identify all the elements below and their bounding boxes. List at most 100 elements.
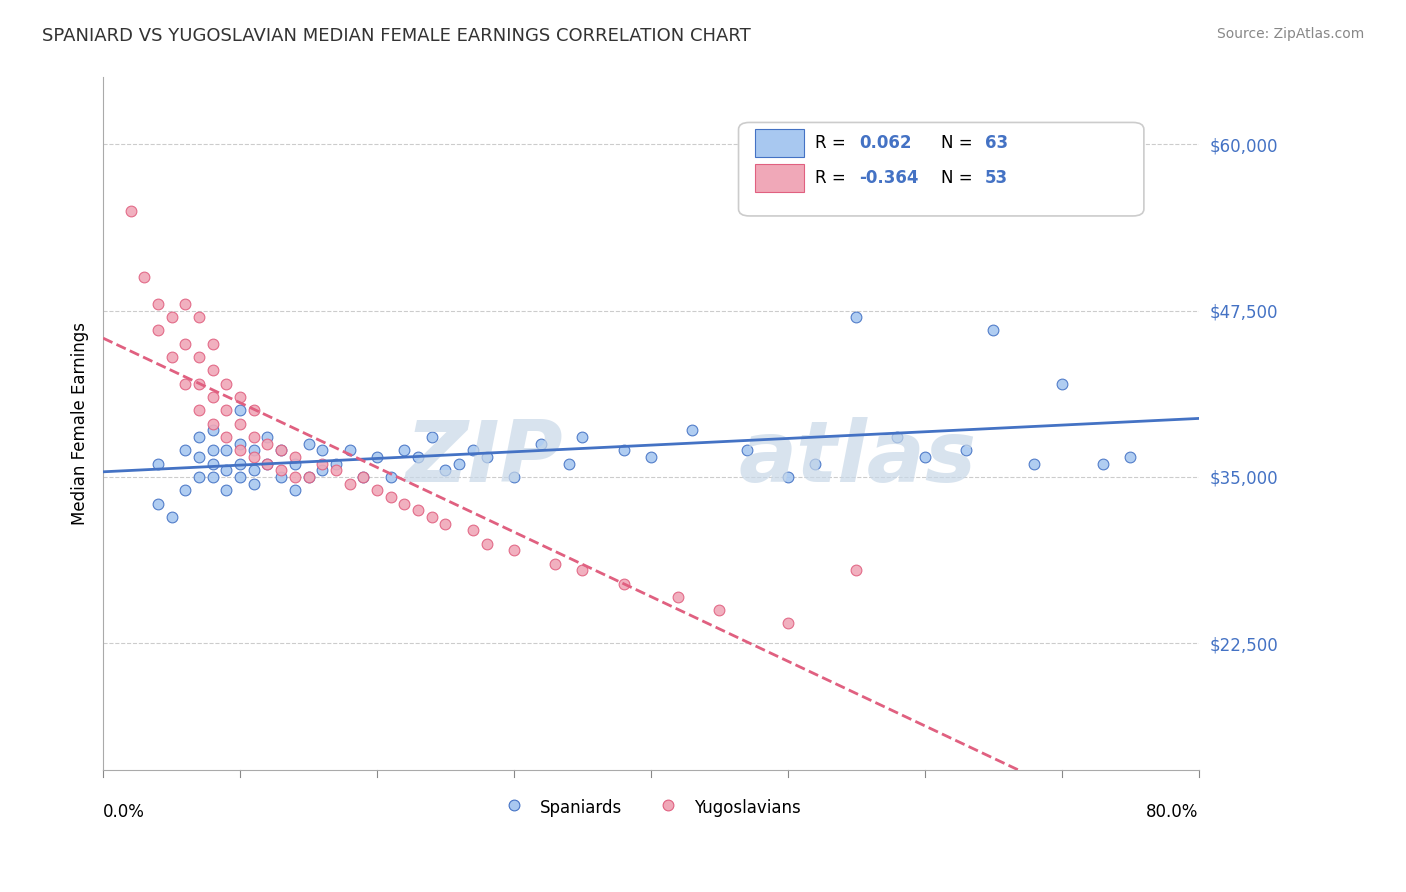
- Point: [475, 450, 498, 464]
- Point: [242, 403, 264, 417]
- Point: [394, 497, 416, 511]
- Point: [1119, 450, 1142, 464]
- Point: [612, 443, 634, 458]
- Point: [325, 457, 347, 471]
- FancyBboxPatch shape: [755, 164, 804, 192]
- Point: [394, 443, 416, 458]
- Point: [188, 450, 211, 464]
- Point: [160, 310, 183, 325]
- Point: [174, 376, 197, 391]
- FancyBboxPatch shape: [755, 129, 804, 157]
- Point: [188, 430, 211, 444]
- Point: [434, 463, 457, 477]
- Point: [174, 336, 197, 351]
- Point: [270, 443, 292, 458]
- Point: [284, 483, 307, 498]
- Point: [146, 457, 169, 471]
- Text: Source: ZipAtlas.com: Source: ZipAtlas.com: [1216, 27, 1364, 41]
- Point: [201, 443, 224, 458]
- Point: [270, 470, 292, 484]
- Point: [380, 490, 402, 504]
- Point: [160, 510, 183, 524]
- Point: [174, 443, 197, 458]
- Point: [325, 463, 347, 477]
- Point: [160, 350, 183, 364]
- Point: [845, 310, 868, 325]
- Point: [201, 470, 224, 484]
- Y-axis label: Median Female Earnings: Median Female Earnings: [72, 322, 89, 525]
- Point: [229, 470, 252, 484]
- Point: [229, 417, 252, 431]
- Point: [886, 430, 908, 444]
- Point: [146, 297, 169, 311]
- Point: [242, 430, 264, 444]
- Point: [434, 516, 457, 531]
- Point: [215, 483, 238, 498]
- Point: [284, 450, 307, 464]
- Point: [406, 503, 429, 517]
- Point: [571, 430, 593, 444]
- Text: N =: N =: [941, 169, 979, 186]
- Point: [420, 430, 443, 444]
- Point: [215, 443, 238, 458]
- Point: [201, 423, 224, 437]
- Text: 0.0%: 0.0%: [103, 804, 145, 822]
- Point: [242, 463, 264, 477]
- Point: [134, 270, 156, 285]
- Point: [380, 470, 402, 484]
- Point: [256, 436, 278, 450]
- Point: [229, 443, 252, 458]
- Point: [475, 536, 498, 550]
- Point: [571, 563, 593, 577]
- Point: [215, 403, 238, 417]
- Point: [804, 457, 827, 471]
- Point: [544, 557, 567, 571]
- Point: [297, 436, 319, 450]
- Text: 63: 63: [986, 134, 1008, 153]
- Point: [270, 443, 292, 458]
- Point: [612, 576, 634, 591]
- Point: [188, 376, 211, 391]
- Point: [558, 457, 581, 471]
- Point: [270, 463, 292, 477]
- Text: -0.364: -0.364: [859, 169, 918, 186]
- Point: [256, 457, 278, 471]
- Point: [461, 523, 484, 537]
- Point: [229, 436, 252, 450]
- Point: [229, 390, 252, 404]
- Text: ZIP: ZIP: [405, 417, 564, 500]
- Point: [503, 543, 526, 558]
- Point: [229, 403, 252, 417]
- Point: [215, 376, 238, 391]
- Point: [229, 457, 252, 471]
- Point: [201, 417, 224, 431]
- Point: [146, 497, 169, 511]
- Point: [201, 390, 224, 404]
- Point: [201, 336, 224, 351]
- Point: [311, 457, 333, 471]
- Point: [845, 563, 868, 577]
- Point: [1024, 457, 1046, 471]
- Point: [256, 457, 278, 471]
- Point: [406, 450, 429, 464]
- Text: N =: N =: [941, 134, 979, 153]
- Point: [1050, 376, 1073, 391]
- Point: [284, 457, 307, 471]
- Point: [146, 324, 169, 338]
- Point: [420, 510, 443, 524]
- Text: 80.0%: 80.0%: [1146, 804, 1199, 822]
- Point: [503, 470, 526, 484]
- Point: [339, 443, 361, 458]
- Point: [284, 470, 307, 484]
- Point: [311, 443, 333, 458]
- Point: [339, 476, 361, 491]
- Point: [776, 616, 799, 631]
- Point: [366, 450, 388, 464]
- Point: [215, 463, 238, 477]
- Point: [256, 430, 278, 444]
- Text: 53: 53: [986, 169, 1008, 186]
- Point: [709, 603, 731, 617]
- Point: [297, 470, 319, 484]
- Point: [735, 443, 758, 458]
- Point: [188, 350, 211, 364]
